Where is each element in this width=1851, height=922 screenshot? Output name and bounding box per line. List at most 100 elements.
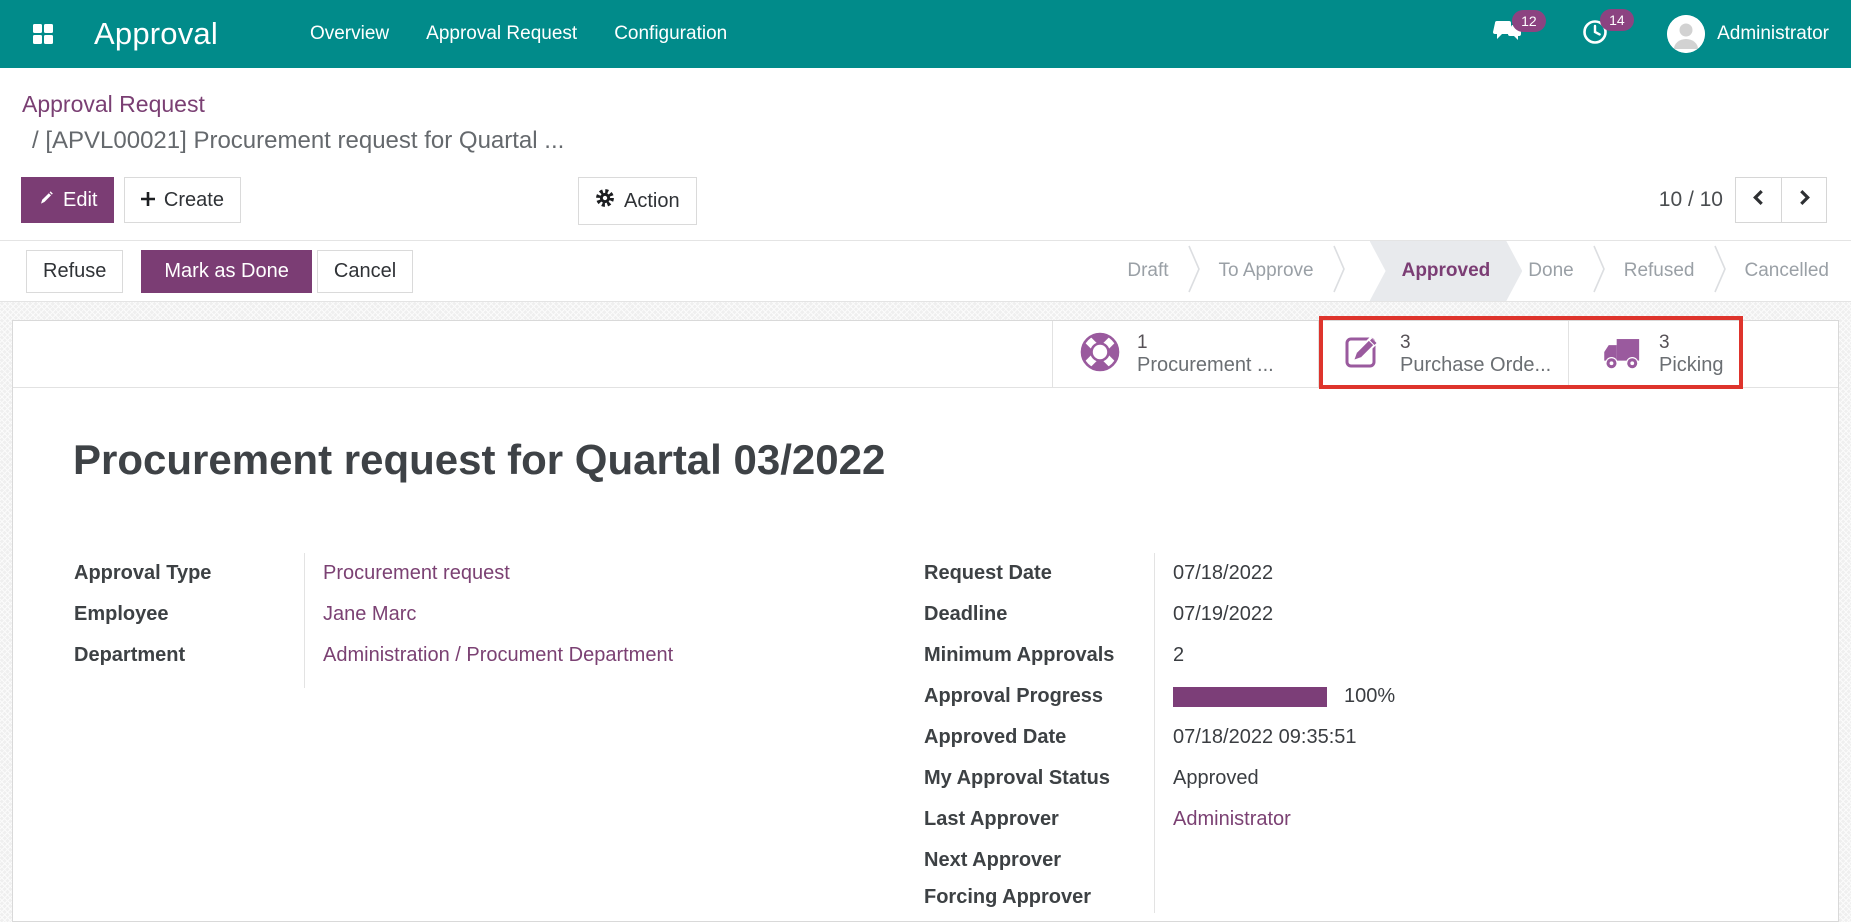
stage-cancelled[interactable]: Cancelled xyxy=(1744,260,1830,281)
action-button-label: Action xyxy=(624,190,680,212)
status-bar: Refuse Mark as Done Cancel Draft To Appr… xyxy=(0,240,1851,302)
strip-divider xyxy=(1568,321,1569,387)
approval-type-link[interactable]: Procurement request xyxy=(323,562,510,584)
pager-next-button[interactable] xyxy=(1781,178,1826,222)
field-row-minimum-approvals: Minimum Approvals 2 xyxy=(924,635,1584,676)
field-row-approval-progress: Approval Progress 100% xyxy=(924,676,1584,717)
plus-icon xyxy=(140,188,155,212)
clock-icon xyxy=(1581,19,1609,50)
smart-button-count: 3 xyxy=(1400,331,1411,353)
field-group-right: Request Date 07/18/2022 Deadline 07/19/2… xyxy=(924,553,1584,914)
my-approval-status-value: Approved xyxy=(1173,767,1259,789)
field-row-last-approver: Last Approver Administrator xyxy=(924,799,1584,840)
pager-previous-button[interactable] xyxy=(1736,178,1781,222)
smart-button-picking[interactable]: 3 Picking xyxy=(1569,321,1755,387)
stage-separator-icon xyxy=(1713,240,1727,303)
refuse-button[interactable]: Refuse xyxy=(26,249,124,293)
stage-draft[interactable]: Draft xyxy=(1127,260,1169,281)
pencil-icon xyxy=(38,188,54,212)
mark-as-done-button[interactable]: Mark as Done xyxy=(141,249,312,293)
messages-button[interactable]: 12 xyxy=(1493,9,1546,50)
record-title: Procurement request for Quartal 03/2022 xyxy=(73,436,886,483)
breadcrumb-parent-link[interactable]: Approval Request xyxy=(22,91,205,117)
main-menu: Overview Approval Request Configuration xyxy=(310,23,727,45)
field-label: Approval Progress xyxy=(924,685,1103,707)
edit-button[interactable]: Edit xyxy=(21,177,115,223)
strip-divider xyxy=(1318,321,1319,387)
content-background: 1 Procurement ... 3 Purchase Ord xyxy=(0,302,1851,922)
employee-link[interactable]: Jane Marc xyxy=(323,603,417,625)
edit-button-label: Edit xyxy=(63,189,98,211)
field-label: Last Approver xyxy=(924,808,1059,830)
create-button-label: Create xyxy=(163,189,224,211)
field-row-my-approval-status: My Approval Status Approved xyxy=(924,758,1584,799)
deadline-value: 07/19/2022 xyxy=(1173,603,1274,625)
last-approver-link[interactable]: Administrator xyxy=(1173,808,1291,830)
request-date-value: 07/18/2022 xyxy=(1173,562,1274,584)
chat-bubbles-icon xyxy=(1493,20,1523,49)
smart-button-procurement[interactable]: 1 Procurement ... xyxy=(1053,321,1305,387)
field-group-left: Approval Type Procurement request Employ… xyxy=(74,553,694,914)
edit-note-icon xyxy=(1343,332,1383,377)
control-row: Edit Create Action 10 / 10 xyxy=(0,168,1851,240)
gear-icon xyxy=(595,188,615,214)
smart-button-strip: 1 Procurement ... 3 Purchase Ord xyxy=(13,316,1838,389)
pager: 10 / 10 xyxy=(1659,177,1827,223)
menu-item-overview[interactable]: Overview xyxy=(309,23,390,44)
stage-approved-label: Approved xyxy=(1401,260,1491,281)
approval-progress-value: 100% xyxy=(1344,685,1396,707)
navbar-right: 12 14 Administrator xyxy=(1493,8,1851,53)
field-label: Minimum Approvals xyxy=(924,644,1115,666)
field-label: Forcing Approver xyxy=(924,886,1092,908)
stage-pipeline: Draft To Approve Approved Done Refused C… xyxy=(1127,241,1851,301)
stage-refused[interactable]: Refused xyxy=(1623,260,1695,281)
field-row-approved-date: Approved Date 07/18/2022 09:35:51 xyxy=(924,717,1584,758)
field-label: Employee xyxy=(74,603,169,625)
field-label: Deadline xyxy=(924,603,1008,625)
field-label: Approved Date xyxy=(924,726,1067,748)
truck-icon xyxy=(1600,333,1642,376)
stage-approved-active[interactable]: Approved xyxy=(1370,241,1523,301)
menu-item-configuration[interactable]: Configuration xyxy=(614,23,728,44)
form-sheet: 1 Procurement ... 3 Purchase Ord xyxy=(12,316,1839,922)
chevron-right-icon xyxy=(1797,189,1812,211)
smart-button-purchase-orders[interactable]: 3 Purchase Orde... xyxy=(1319,321,1568,387)
apps-grid-icon[interactable] xyxy=(30,21,56,47)
smart-button-label: Purchase Orde... xyxy=(1400,353,1552,376)
department-link[interactable]: Administration / Procument Department xyxy=(323,644,674,666)
chevron-left-icon xyxy=(1751,189,1766,211)
stage-separator-icon xyxy=(1332,240,1346,303)
activities-count-badge: 14 xyxy=(1600,8,1634,31)
field-row-approval-type: Approval Type Procurement request xyxy=(74,553,694,594)
smart-button-label: Procurement ... xyxy=(1137,353,1274,376)
user-avatar[interactable] xyxy=(1667,15,1706,53)
cancel-button[interactable]: Cancel xyxy=(316,249,414,293)
menu-item-approval-request[interactable]: Approval Request xyxy=(426,23,578,44)
stage-to-approve[interactable]: To Approve xyxy=(1218,260,1314,281)
breadcrumb: Approval Request / [APVL00021] Procureme… xyxy=(0,68,1851,168)
top-navbar: Approval Overview Approval Request Confi… xyxy=(0,0,1851,68)
field-row-forcing-approver: Forcing Approver xyxy=(924,881,1584,914)
field-label: My Approval Status xyxy=(924,767,1110,789)
create-button[interactable]: Create xyxy=(123,177,241,223)
smart-button-label: Picking xyxy=(1659,353,1724,376)
field-row-deadline: Deadline 07/19/2022 xyxy=(924,594,1584,635)
app-brand[interactable]: Approval xyxy=(94,16,218,51)
user-menu[interactable]: Administrator xyxy=(1717,23,1829,44)
life-ring-icon xyxy=(1080,332,1120,377)
field-label: Next Approver xyxy=(924,849,1062,871)
action-button[interactable]: Action xyxy=(578,177,697,225)
smart-button-count: 3 xyxy=(1659,331,1670,353)
activities-button[interactable]: 14 xyxy=(1581,8,1634,51)
stage-done[interactable]: Done xyxy=(1528,260,1574,281)
field-groups: Approval Type Procurement request Employ… xyxy=(13,553,1838,914)
approved-date-value: 07/18/2022 09:35:51 xyxy=(1173,726,1357,748)
minimum-approvals-value: 2 xyxy=(1173,644,1185,666)
field-label: Request Date xyxy=(924,562,1052,584)
field-row-employee: Employee Jane Marc xyxy=(74,594,694,635)
field-row-next-approver: Next Approver xyxy=(924,840,1584,881)
approval-progress-bar xyxy=(1173,686,1327,707)
field-row-request-date: Request Date 07/18/2022 xyxy=(924,553,1584,594)
breadcrumb-current: / [APVL00021] Procurement request for Qu… xyxy=(32,127,565,154)
field-row-department: Department Administration / Procument De… xyxy=(74,635,694,676)
